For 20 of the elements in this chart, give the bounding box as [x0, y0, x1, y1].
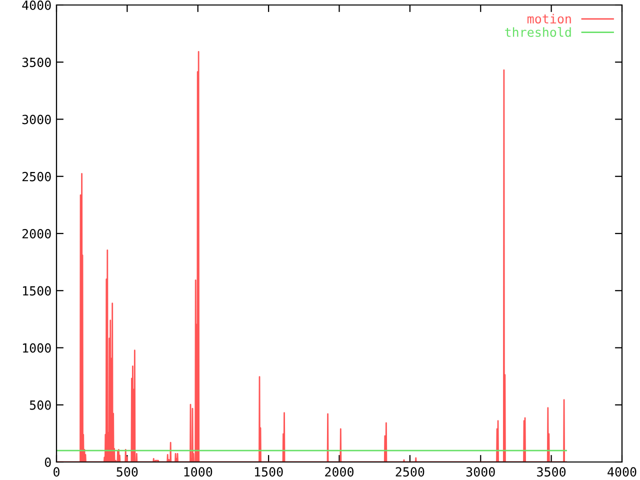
x-tick-label: 1500 [255, 467, 283, 477]
x-tick-label: 500 [116, 467, 138, 477]
y-tick-label: 3500 [22, 58, 51, 68]
y-tick-label: 1500 [23, 286, 51, 296]
legend-label: threshold [505, 27, 571, 37]
y-tick-label: 2000 [22, 229, 51, 238]
y-tick-label: 500 [30, 400, 51, 410]
y-tick-label: 4000 [22, 0, 51, 10]
x-tick-label: 1000 [184, 467, 212, 477]
legend-label: motion [528, 14, 571, 24]
x-tick-label: 4000 [608, 467, 636, 477]
x-tick-label: 3500 [537, 467, 566, 477]
y-tick-label: 0 [44, 458, 51, 467]
x-tick-label: 0 [54, 467, 60, 477]
y-tick-label: 1000 [23, 343, 51, 353]
y-tick-label: 2500 [22, 172, 51, 182]
x-tick-label: 2000 [325, 467, 354, 477]
y-tick-label: 3000 [22, 114, 51, 124]
x-tick-label: 2500 [396, 467, 424, 477]
x-tick-label: 3000 [466, 467, 495, 477]
